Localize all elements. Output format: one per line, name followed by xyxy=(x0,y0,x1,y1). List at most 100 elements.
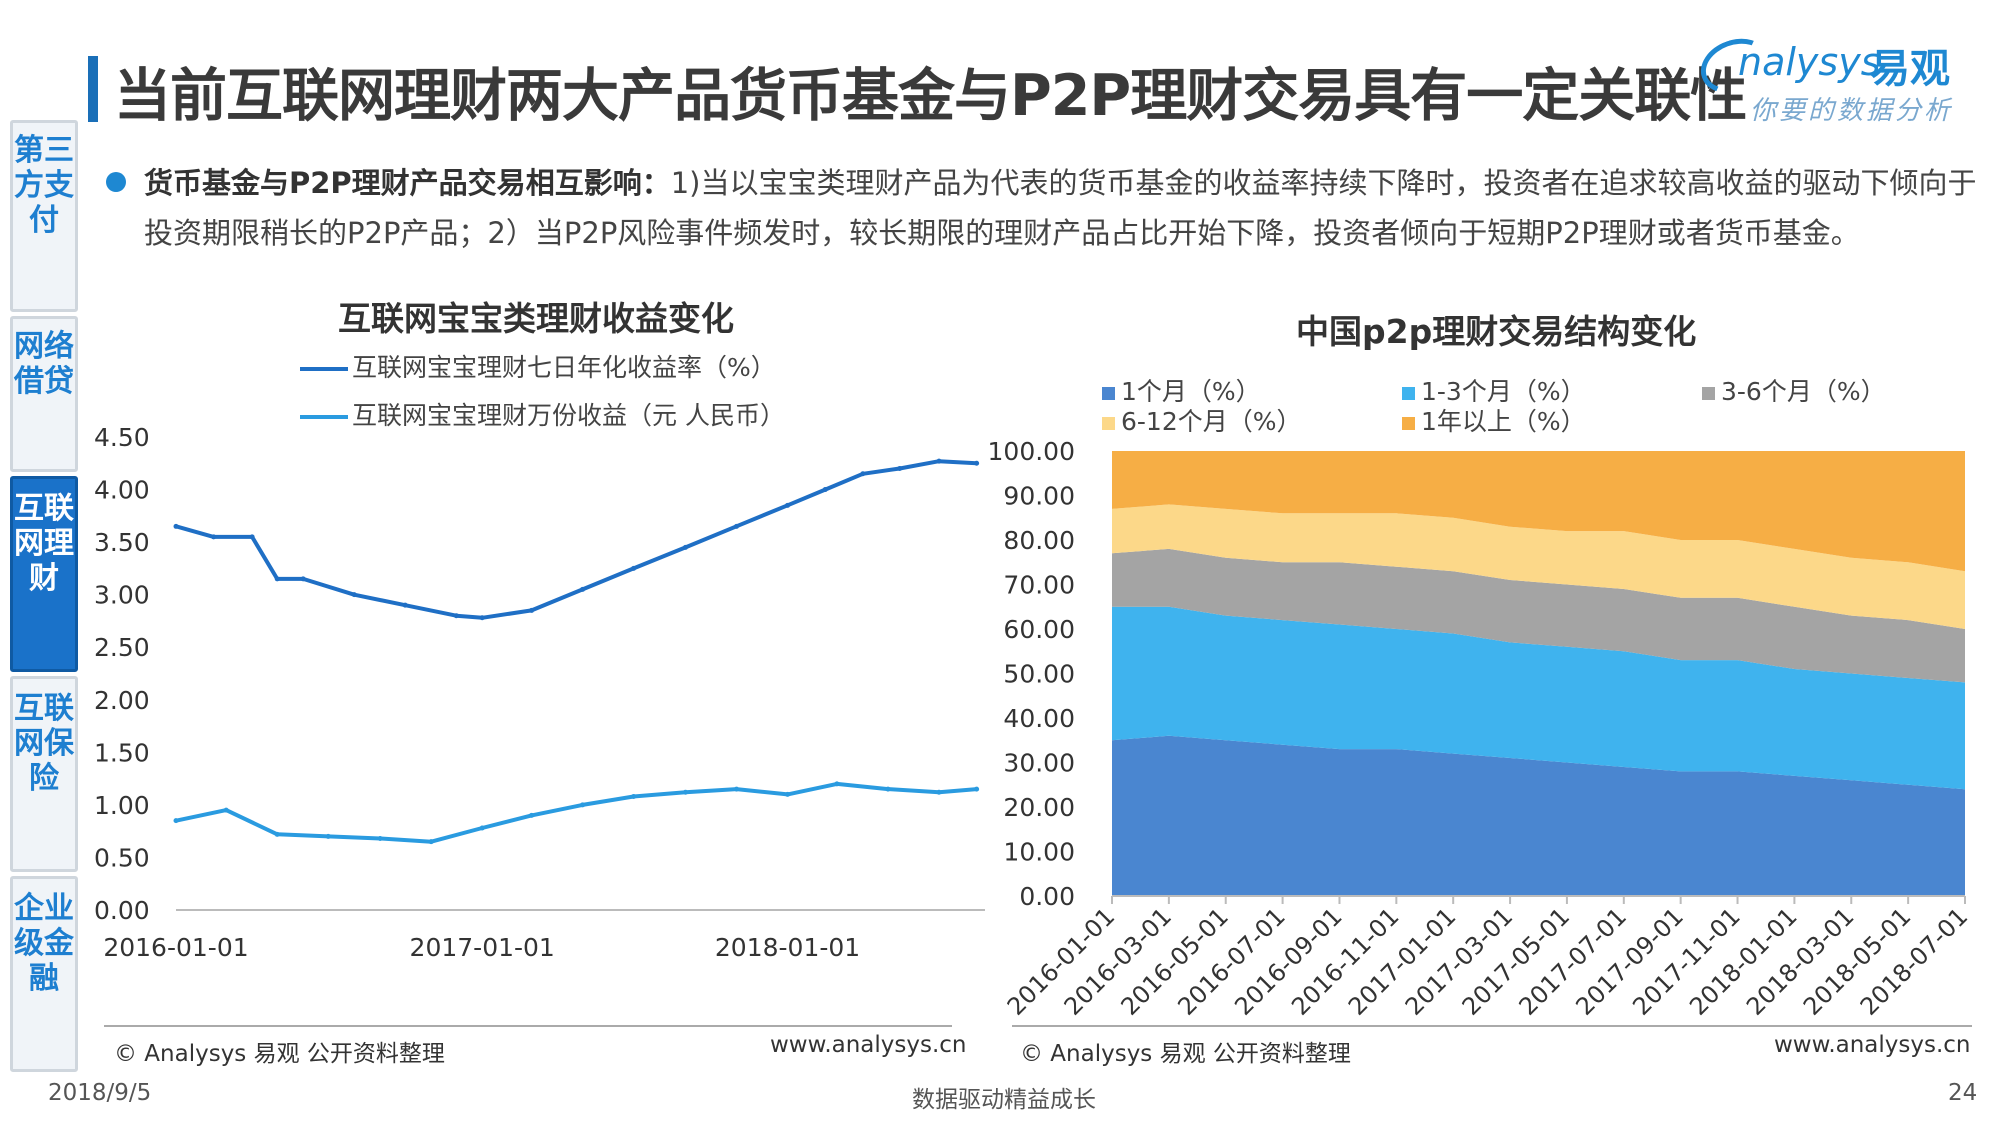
summary-bullet: 货币基金与P2P理财产品交易相互影响：1)当以宝宝类理财产品为代表的货币基金的收… xyxy=(106,158,1986,258)
data-point xyxy=(897,466,903,472)
sidebar-item-enterprise-finance[interactable]: 企业级金融 xyxy=(10,876,78,1072)
data-point xyxy=(631,793,637,799)
sidebar-item-label: 互联网理财 xyxy=(14,491,74,596)
data-point xyxy=(249,534,255,540)
data-point xyxy=(479,825,485,831)
y-tick-label: 0.00 xyxy=(94,896,150,925)
y-tick-label: 3.00 xyxy=(94,581,150,610)
y-tick-label: 60.00 xyxy=(1003,615,1075,644)
area-series-0 xyxy=(1112,735,1965,896)
y-tick-label: 2.50 xyxy=(94,633,150,662)
sidebar-item-label: 第三方支付 xyxy=(14,133,74,238)
data-point xyxy=(974,786,980,792)
area-series-1 xyxy=(1112,606,1965,790)
footer-slogan: 数据驱动精益成长 xyxy=(912,1087,1096,1113)
title-accent-bar xyxy=(88,56,98,122)
legend-label-1y-plus: 1年以上（%） xyxy=(1421,407,1586,436)
y-tick-label: 80.00 xyxy=(1003,526,1075,555)
y-tick-label: 20.00 xyxy=(1003,793,1075,822)
data-point xyxy=(974,460,980,466)
data-point xyxy=(885,786,891,792)
data-point xyxy=(274,831,280,837)
data-point xyxy=(274,576,280,582)
data-point xyxy=(479,615,485,621)
data-point xyxy=(631,565,637,571)
legend-label-income: 互联网宝宝理财万份收益（元 人民币） xyxy=(352,401,785,430)
legend-swatch-1-3m xyxy=(1402,387,1415,400)
data-point xyxy=(402,602,408,608)
data-point xyxy=(785,502,791,508)
sidebar-item-third-party-payment[interactable]: 第三方支付 xyxy=(10,120,78,312)
data-point xyxy=(529,812,535,818)
area-series-2 xyxy=(1112,548,1965,683)
data-point xyxy=(173,818,179,824)
sidebar-item-label: 互联网保险 xyxy=(14,691,74,796)
data-point xyxy=(580,802,586,808)
data-point xyxy=(529,607,535,613)
data-point xyxy=(377,836,383,842)
y-tick-label: 4.00 xyxy=(94,476,150,505)
y-tick-label: 100.00 xyxy=(988,437,1075,466)
summary-body: 1)当以宝宝类理财产品为代表的货币基金的收益率持续下降时，投资者在追求较高收益的… xyxy=(144,166,1977,250)
y-tick-label: 0.00 xyxy=(1019,882,1075,911)
left-chart-title: 互联网宝宝类理财收益变化 xyxy=(338,299,734,338)
y-tick-label: 30.00 xyxy=(1003,749,1075,778)
brand-name-en: nalysys xyxy=(1738,40,1881,84)
legend-swatch-6-12m xyxy=(1102,417,1115,430)
sidebar-item-online-lending[interactable]: 网络借贷 xyxy=(10,316,78,472)
legend-1-3m: 1-3个月（%） xyxy=(1402,372,1586,408)
sidebar-item-internet-insurance[interactable]: 互联网保险 xyxy=(10,676,78,872)
y-tick-label: 10.00 xyxy=(1003,838,1075,867)
bullet-icon xyxy=(106,172,126,192)
page-title: 当前互联网理财两大产品货币基金与P2P理财交易具有一定关联性 xyxy=(114,63,1747,129)
left-source-note: © Analysys 易观 公开资料整理 xyxy=(114,1041,445,1067)
legend-swatch-1m xyxy=(1102,387,1115,400)
data-point xyxy=(936,458,942,464)
legend-swatch-income xyxy=(300,415,348,419)
y-tick-label: 4.50 xyxy=(94,423,150,452)
brand-name-cn: 易观 xyxy=(1870,46,1950,92)
data-point xyxy=(734,786,740,792)
legend-swatch-1y-plus xyxy=(1402,417,1415,430)
data-point xyxy=(822,487,828,493)
legend-yield: 互联网宝宝理财七日年化收益率（%） xyxy=(300,348,776,384)
legend-1m: 1个月（%） xyxy=(1102,372,1261,408)
y-tick-label: 3.50 xyxy=(94,528,150,557)
data-point xyxy=(734,523,740,529)
data-point xyxy=(834,781,840,787)
data-point xyxy=(211,534,217,540)
legend-label-3-6m: 3-6个月（%） xyxy=(1721,377,1886,406)
y-tick-label: 1.50 xyxy=(94,738,150,767)
sidebar-item-internet-finance[interactable]: 互联网理财 xyxy=(10,476,78,672)
left-source-divider xyxy=(104,1025,952,1027)
legend-label-1m: 1个月（%） xyxy=(1121,377,1261,406)
right-stacked-area-chart: 100.00 90.00 80.00 70.00 60.00 50.00 40.00 30.0… xyxy=(988,437,1974,1021)
sidebar-item-label: 网络借贷 xyxy=(14,329,74,399)
legend-label-yield: 互联网宝宝理财七日年化收益率（%） xyxy=(352,353,776,382)
legend-swatch-yield xyxy=(300,367,348,371)
page-number: 24 xyxy=(1948,1080,1978,1106)
data-point xyxy=(682,789,688,795)
y-tick-label: 40.00 xyxy=(1003,704,1075,733)
data-point xyxy=(860,471,866,477)
sidebar-item-label: 企业级金融 xyxy=(14,891,74,996)
data-point xyxy=(936,789,942,795)
right-source-divider xyxy=(1012,1025,1972,1027)
data-point xyxy=(453,613,459,619)
legend-income: 互联网宝宝理财万份收益（元 人民币） xyxy=(300,396,785,432)
y-tick-label: 70.00 xyxy=(1003,571,1075,600)
legend-label-6-12m: 6-12个月（%） xyxy=(1121,407,1302,436)
legend-1y-plus: 1年以上（%） xyxy=(1402,402,1586,438)
area-series-4 xyxy=(1112,451,1965,572)
y-tick-label: 1.00 xyxy=(94,791,150,820)
data-point xyxy=(173,523,179,529)
data-point xyxy=(428,839,434,845)
left-source-url[interactable]: www.analysys.cn xyxy=(770,1032,967,1058)
y-tick-label: 90.00 xyxy=(1003,482,1075,511)
series-line-0 xyxy=(175,459,977,620)
data-point xyxy=(325,833,331,839)
right-source-url[interactable]: www.analysys.cn xyxy=(1774,1032,1971,1058)
footer-date: 2018/9/5 xyxy=(48,1080,152,1106)
right-chart-title: 中国p2p理财交易结构变化 xyxy=(1296,312,1697,351)
x-tick-label: 2016-01-01 xyxy=(103,933,248,962)
